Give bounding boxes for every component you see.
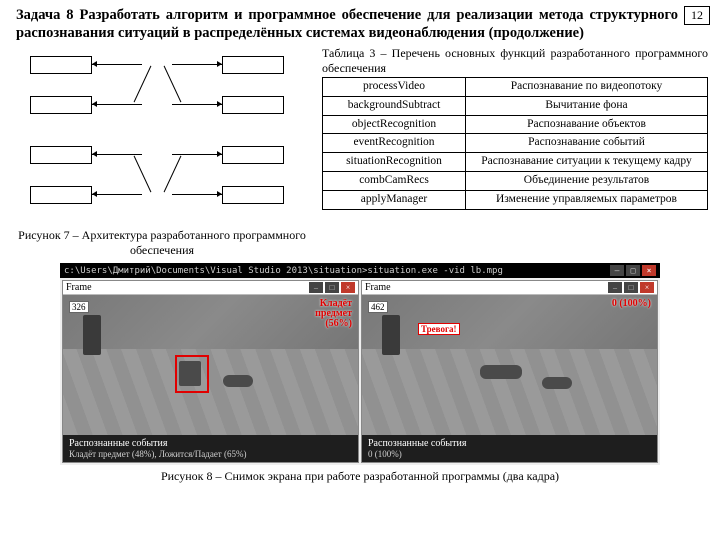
command-bar: c:\Users\Дмитрий\Documents\Visual Studio… — [60, 263, 660, 278]
fn-name: combCamRecs — [323, 172, 466, 191]
command-path: c:\Users\Дмитрий\Documents\Visual Studio… — [64, 266, 503, 276]
maximize-icon[interactable]: □ — [626, 265, 640, 276]
events-panel: Распознанные события Кладёт предмет (48%… — [63, 435, 358, 462]
page-number: 12 — [684, 6, 710, 25]
program-screenshot: c:\Users\Дмитрий\Documents\Visual Studio… — [60, 263, 660, 465]
minimize-icon[interactable]: – — [608, 282, 622, 293]
minimize-icon[interactable]: – — [309, 282, 323, 293]
fn-name: processVideo — [323, 78, 466, 97]
overlay-text: Кладёт предмет (56%) — [315, 299, 352, 329]
fn-desc: Распознавание по видеопотоку — [466, 78, 708, 97]
fn-name: objectRecognition — [323, 115, 466, 134]
close-icon[interactable]: × — [341, 282, 355, 293]
fn-name: situationRecognition — [323, 153, 466, 172]
frame-counter: 326 — [69, 301, 89, 313]
frame-counter: 462 — [368, 301, 388, 313]
table-row: situationRecognitionРаспознавание ситуац… — [323, 153, 708, 172]
figure7-caption: Рисунок 7 – Архитектура разработанного п… — [12, 226, 312, 259]
fn-name: backgroundSubtract — [323, 96, 466, 115]
table-row: eventRecognitionРаспознавание событий — [323, 134, 708, 153]
fn-desc: Распознавание событий — [466, 134, 708, 153]
table-row: applyManagerИзменение управляемых параме… — [323, 190, 708, 209]
architecture-diagram — [12, 46, 312, 226]
frames-row: Frame – □ × 326 Кладёт предмет (56%) — [60, 278, 660, 465]
events-panel: Распознанные события 0 (100%) — [362, 435, 657, 462]
frame-title-label: Frame — [66, 282, 92, 293]
events-title: Распознанные события — [368, 438, 651, 449]
right-column: Таблица 3 – Перечень основных функций ра… — [322, 46, 708, 259]
fn-desc: Распознавание ситуации к текущему кадру — [466, 153, 708, 172]
figure8-caption: Рисунок 8 – Снимок экрана при работе раз… — [0, 465, 720, 484]
maximize-icon[interactable]: □ — [624, 282, 638, 293]
close-icon[interactable]: × — [640, 282, 654, 293]
fn-desc: Вычитание фона — [466, 96, 708, 115]
window-controls: – □ × — [610, 265, 656, 276]
video-frame: 326 Кладёт предмет (56%) — [63, 295, 358, 435]
fn-desc: Изменение управляемых параметров — [466, 190, 708, 209]
maximize-icon[interactable]: □ — [325, 282, 339, 293]
fn-name: applyManager — [323, 190, 466, 209]
fn-name: eventRecognition — [323, 134, 466, 153]
table3-caption: Таблица 3 – Перечень основных функций ра… — [322, 46, 708, 77]
frame-titlebar: Frame – □ × — [63, 281, 358, 295]
overlay-text: 0 (100%) — [612, 299, 651, 309]
frame-title-label: Frame — [365, 282, 391, 293]
alarm-badge: Тревога! — [418, 323, 460, 335]
table-row: combCamRecsОбъединение результатов — [323, 172, 708, 191]
video-frame: 462 0 (100%) Тревога! — [362, 295, 657, 435]
close-icon[interactable]: × — [642, 265, 656, 276]
functions-table: processVideoРаспознавание по видеопотоку… — [322, 77, 708, 210]
events-title: Распознанные события — [69, 438, 352, 449]
minimize-icon[interactable]: – — [610, 265, 624, 276]
frame-window-right: Frame – □ × 462 0 (100%) Тревога! Распоз… — [361, 280, 658, 463]
frame-titlebar: Frame – □ × — [362, 281, 657, 295]
left-column: Рисунок 7 – Архитектура разработанного п… — [12, 46, 312, 259]
frame-window-left: Frame – □ × 326 Кладёт предмет (56%) — [62, 280, 359, 463]
table-row: backgroundSubtractВычитание фона — [323, 96, 708, 115]
fn-desc: Распознавание объектов — [466, 115, 708, 134]
content-columns: Рисунок 7 – Архитектура разработанного п… — [0, 46, 720, 259]
table-row: processVideoРаспознавание по видеопотоку — [323, 78, 708, 97]
events-line: 0 (100%) — [368, 449, 651, 459]
fn-desc: Объединение результатов — [466, 172, 708, 191]
table-row: objectRecognitionРаспознавание объектов — [323, 115, 708, 134]
events-line: Кладёт предмет (48%), Ложится/Падает (65… — [69, 449, 352, 459]
task-title: Задача 8 Разработать алгоритм и программ… — [0, 0, 720, 46]
